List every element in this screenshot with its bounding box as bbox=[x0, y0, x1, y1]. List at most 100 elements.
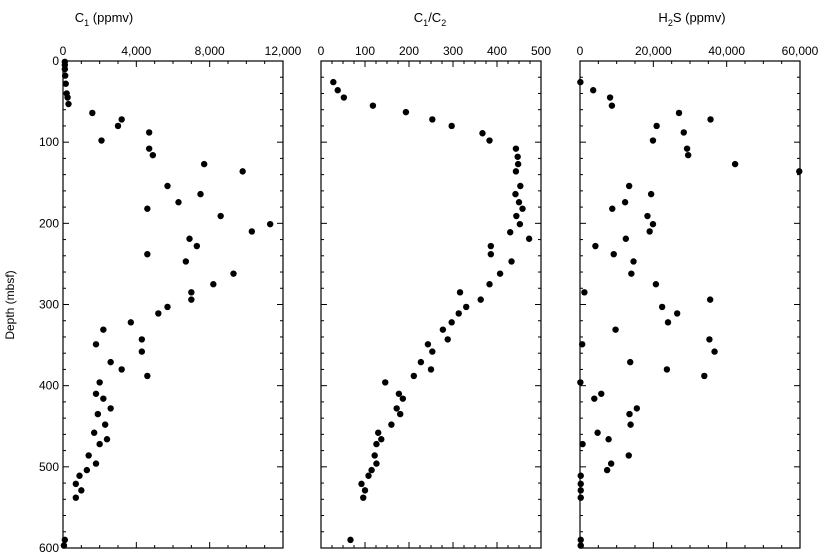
data-point-c1 bbox=[188, 289, 195, 296]
data-point-c1-c2 bbox=[455, 310, 462, 317]
plot-frame bbox=[62, 60, 284, 549]
data-point-c1 bbox=[107, 358, 114, 366]
data-point-c1-c2 bbox=[448, 122, 455, 130]
panel-c1-c2-ratio: C1/C2 0 100 200 300 400 500 bbox=[318, 10, 551, 549]
data-point-h2s bbox=[630, 258, 637, 265]
data-point-c1 bbox=[118, 116, 125, 123]
data-point-h2s bbox=[607, 460, 615, 467]
panel-c1-ppmv: C1 (ppmv) 0 4,000 8,000 12,000 0 100 200 300 400… bbox=[39, 10, 302, 555]
x-tick-label: 20,000 bbox=[635, 44, 672, 58]
data-point-c1 bbox=[85, 452, 92, 459]
data-point-c1-c2 bbox=[514, 153, 521, 160]
data-point-h2s bbox=[684, 151, 692, 159]
data-point-c1 bbox=[145, 129, 153, 136]
data-point-c1-c2 bbox=[487, 250, 495, 258]
panel-h2s-ppmv: H2S (ppmv) 0 20,000 40,000 60,000 bbox=[577, 10, 819, 549]
data-point-h2s bbox=[658, 303, 666, 311]
data-point-c1 bbox=[164, 182, 171, 190]
data-point-h2s bbox=[627, 358, 634, 366]
data-point-c1-c2 bbox=[417, 358, 425, 366]
data-point-c1 bbox=[92, 460, 100, 467]
data-point-c1 bbox=[149, 151, 157, 159]
data-point-c1 bbox=[217, 212, 224, 220]
y-tick-label: 400 bbox=[39, 379, 59, 393]
data-point-h2s bbox=[706, 296, 714, 303]
y-tick-label: 200 bbox=[39, 216, 59, 230]
data-point-h2s bbox=[653, 122, 660, 130]
data-point-c1-c2 bbox=[369, 102, 377, 109]
data-point-c1 bbox=[138, 336, 146, 343]
data-point-c1-c2 bbox=[517, 182, 524, 190]
data-point-c1 bbox=[100, 395, 107, 402]
data-point-c1 bbox=[200, 160, 208, 168]
data-point-c1 bbox=[145, 145, 153, 152]
data-point-h2s bbox=[598, 390, 605, 397]
data-point-c1-c2 bbox=[330, 78, 337, 86]
data-point-c1-c2 bbox=[399, 395, 407, 402]
data-point-h2s bbox=[577, 487, 584, 494]
data-point-c1 bbox=[65, 100, 72, 108]
x-tick-label: 0 bbox=[577, 44, 584, 58]
data-point-c1-c2 bbox=[496, 270, 504, 277]
data-point-h2s bbox=[626, 410, 633, 418]
data-point-h2s bbox=[644, 212, 651, 220]
data-point-c1-c2 bbox=[513, 212, 520, 220]
data-point-c1 bbox=[138, 348, 146, 355]
x-tick-label: 100 bbox=[355, 44, 375, 58]
data-point-h2s bbox=[647, 190, 655, 198]
data-point-c1 bbox=[61, 65, 69, 73]
data-point-c1-c2 bbox=[340, 94, 348, 101]
data-point-c1 bbox=[144, 205, 151, 212]
x-tick-label: 12,000 bbox=[265, 44, 302, 58]
data-point-c1 bbox=[101, 421, 109, 428]
data-point-c1-c2 bbox=[429, 348, 436, 355]
panel-h2s-title: H2S (ppmv) bbox=[658, 10, 725, 28]
data-point-h2s bbox=[706, 336, 713, 343]
data-point-c1 bbox=[98, 137, 105, 144]
data-point-h2s bbox=[581, 289, 588, 296]
data-point-h2s bbox=[664, 319, 672, 326]
data-point-c1 bbox=[210, 281, 217, 288]
data-point-c1 bbox=[92, 341, 100, 348]
data-point-c1 bbox=[64, 94, 71, 101]
x-tick-label: 0 bbox=[60, 44, 67, 58]
data-point-c1-c2 bbox=[515, 199, 523, 206]
data-point-h2s bbox=[591, 395, 598, 402]
data-point-c1 bbox=[94, 410, 102, 418]
data-point-c1 bbox=[188, 296, 195, 303]
data-point-c1-c2 bbox=[368, 466, 375, 474]
data-point-c1 bbox=[107, 405, 114, 412]
plot-frame bbox=[320, 60, 542, 549]
data-point-c1 bbox=[193, 242, 201, 250]
panel-c1-c2-title: C1/C2 bbox=[414, 10, 446, 28]
data-point-c1-c2 bbox=[371, 452, 378, 459]
data-point-c1-c2 bbox=[479, 130, 486, 137]
data-point-c1-c2 bbox=[487, 242, 495, 250]
data-point-c1-c2 bbox=[378, 436, 385, 443]
data-point-h2s bbox=[633, 405, 641, 412]
data-point-h2s bbox=[627, 421, 634, 428]
x-tick-label: 300 bbox=[443, 44, 463, 58]
data-point-c1-c2 bbox=[486, 137, 493, 144]
data-point-c1 bbox=[92, 390, 100, 397]
data-point-h2s bbox=[610, 250, 617, 258]
data-point-c1 bbox=[61, 536, 69, 544]
data-point-h2s bbox=[628, 270, 635, 277]
data-point-h2s bbox=[701, 372, 708, 380]
data-point-h2s bbox=[579, 341, 586, 348]
data-point-c1-c2 bbox=[393, 405, 400, 412]
data-point-h2s bbox=[625, 182, 633, 190]
data-point-c1 bbox=[103, 436, 111, 443]
panel-c1-ppmv-title: C1 (ppmv) bbox=[75, 10, 133, 28]
data-point-c1 bbox=[83, 466, 91, 474]
data-point-h2s bbox=[680, 129, 687, 136]
data-point-h2s bbox=[579, 440, 586, 448]
data-point-h2s bbox=[683, 145, 691, 152]
data-point-c1 bbox=[175, 199, 182, 206]
data-point-c1-c2 bbox=[512, 190, 519, 198]
data-point-h2s bbox=[577, 480, 584, 488]
data-point-c1-c2 bbox=[514, 160, 522, 168]
data-point-c1 bbox=[186, 235, 193, 242]
data-point-c1-c2 bbox=[388, 421, 395, 428]
data-point-c1-c2 bbox=[361, 487, 369, 494]
